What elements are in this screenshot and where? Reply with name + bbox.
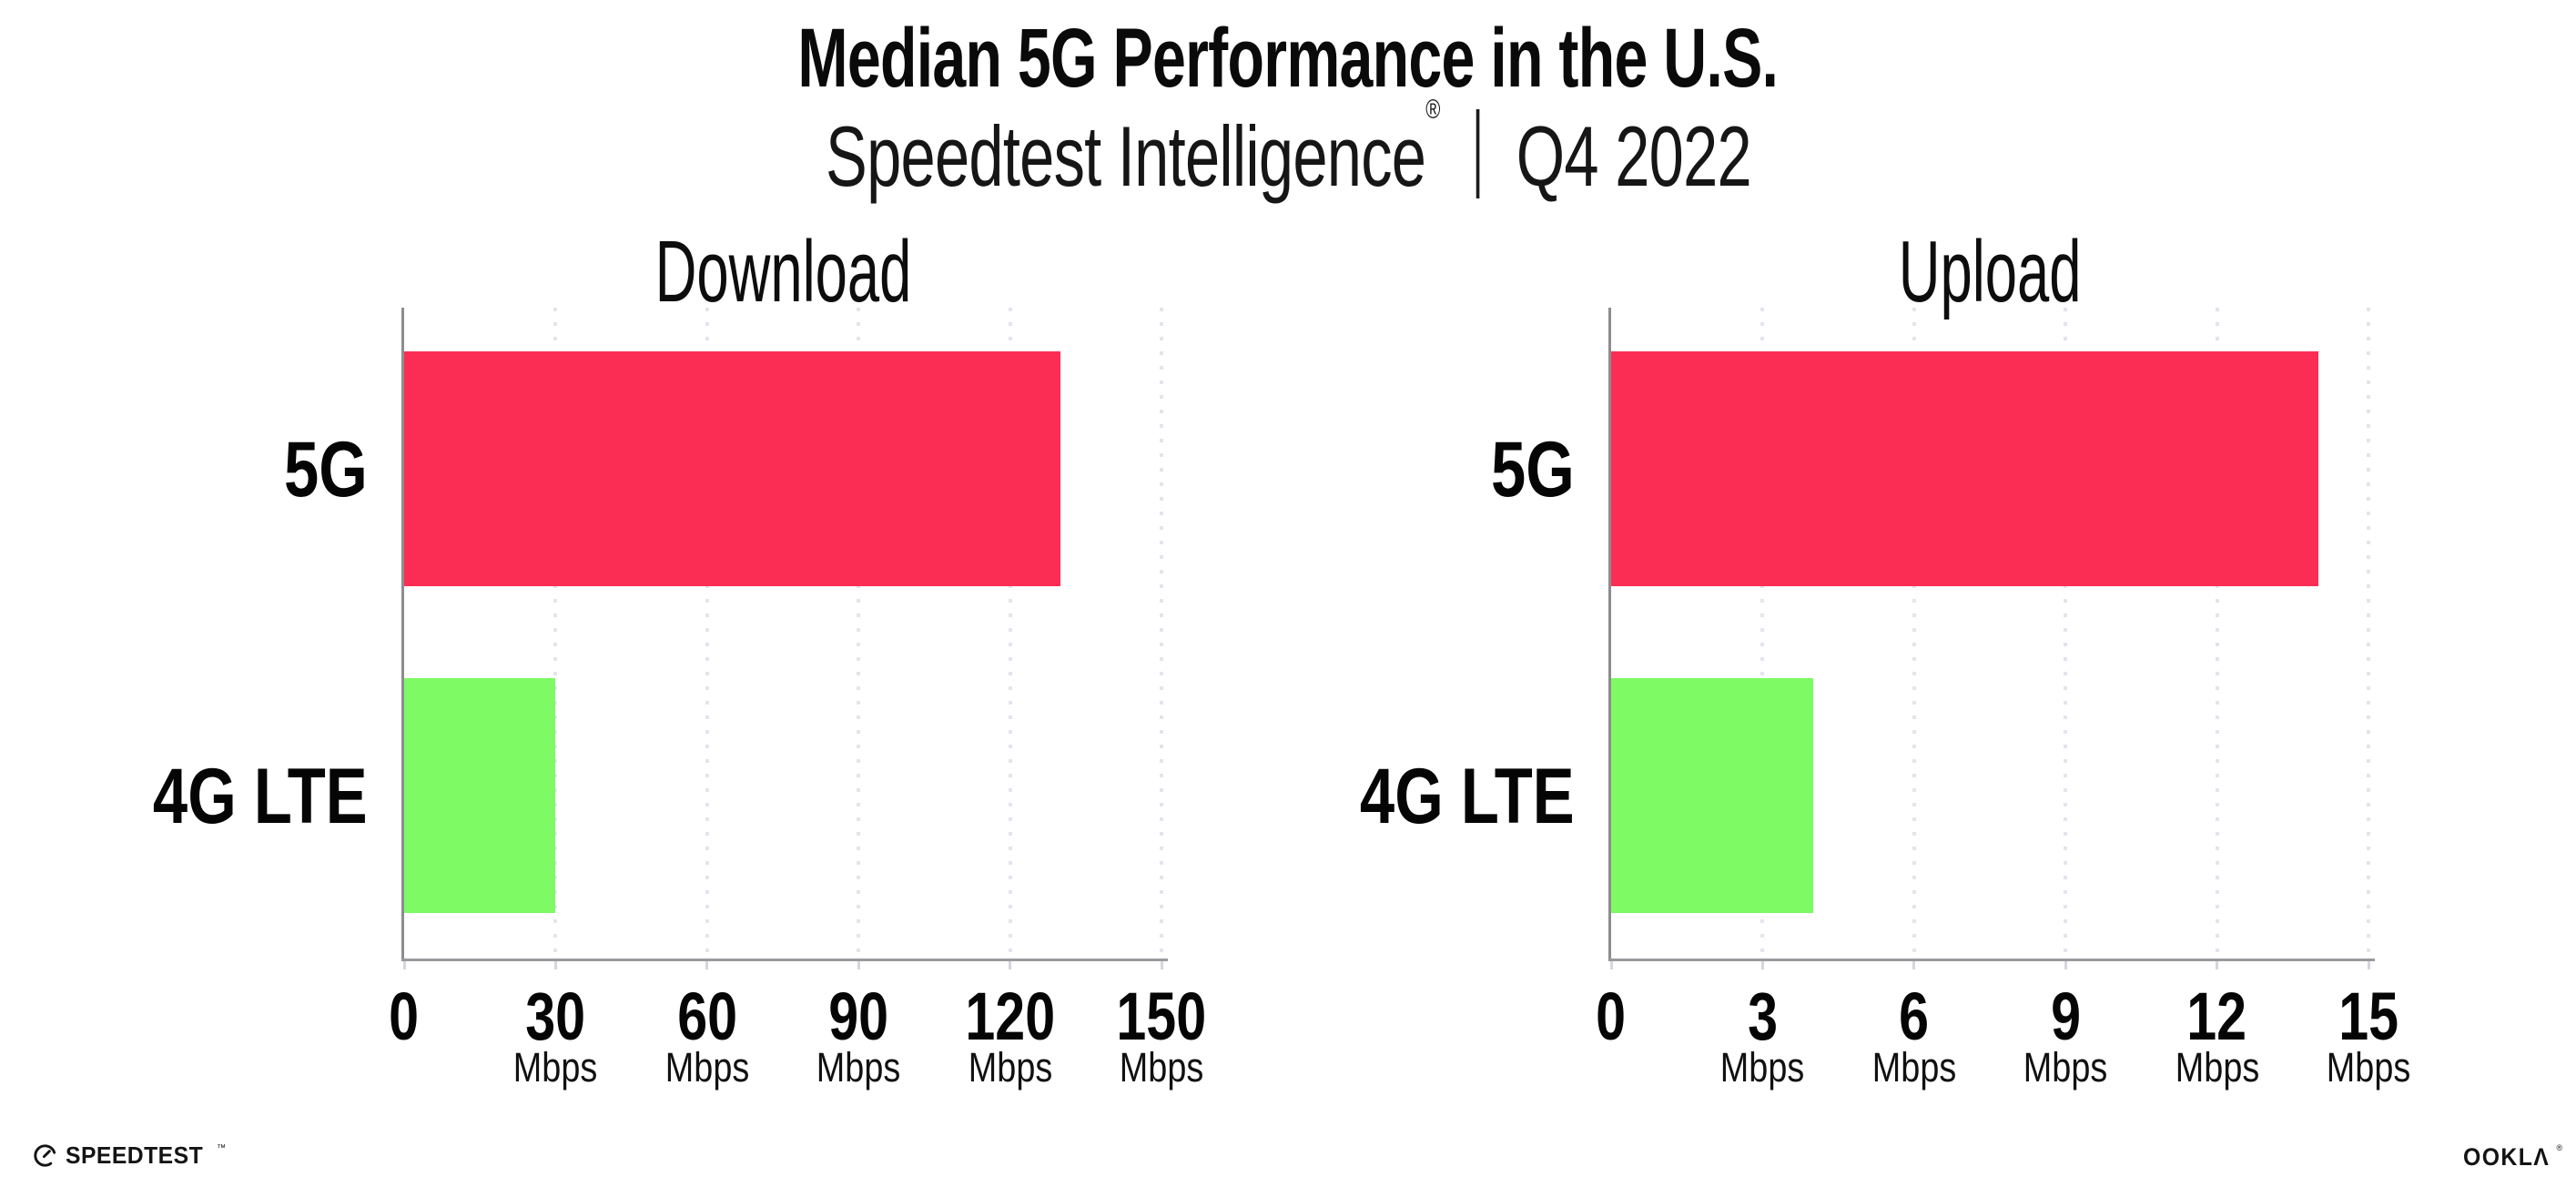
category-label-upload-4g-lte: 4G LTE xyxy=(1360,753,1575,840)
tick-mark xyxy=(2064,961,2067,969)
tick-unit-label: Mbps xyxy=(2326,1044,2411,1090)
gridline-upload-6 xyxy=(1912,308,1916,959)
bar-download-5g xyxy=(404,351,1061,586)
bar-download-4g-lte xyxy=(404,678,556,913)
tick-label-download-120: 120 xyxy=(965,979,1055,1054)
registered-mark: ® xyxy=(1425,94,1440,125)
gridline-upload-12 xyxy=(2215,308,2219,959)
tick-mark xyxy=(1760,961,1764,969)
tick-label-download-150: 150 xyxy=(1116,979,1207,1054)
download-plot-area xyxy=(404,308,1163,959)
tick-unit-label: Mbps xyxy=(2175,1044,2259,1090)
tick-label-upload-3: 3 xyxy=(1747,979,1778,1054)
category-label-download-5g: 5G xyxy=(284,426,368,513)
tick-label-upload-6: 6 xyxy=(1899,979,1930,1054)
upload-chart-title: Upload xyxy=(1898,223,2082,320)
tick-mark xyxy=(1160,961,1163,969)
download-x-axis-line xyxy=(402,959,1168,961)
tick-mark xyxy=(2367,961,2370,969)
download-y-axis-line xyxy=(401,308,404,961)
upload-plot-area xyxy=(1611,308,2370,959)
gridline-download-120 xyxy=(1008,308,1012,959)
tick-unit-label: Mbps xyxy=(513,1044,598,1090)
gridline-upload-3 xyxy=(1760,308,1765,959)
gridline-download-90 xyxy=(857,308,861,959)
subtitle-period: Q4 2022 xyxy=(1516,108,1751,204)
tick-label-upload-0: 0 xyxy=(1596,979,1627,1054)
category-label-upload-5g: 5G xyxy=(1491,426,1575,513)
tick-unit-label: Mbps xyxy=(1720,1044,1805,1090)
upload-y-axis-line xyxy=(1608,308,1611,961)
tick-mark xyxy=(1009,961,1012,969)
subtitle-brand: Speedtest Intelligence xyxy=(825,108,1426,204)
tick-unit-label: Mbps xyxy=(968,1044,1052,1090)
bar-upload-4g-lte xyxy=(1611,678,1813,913)
subtitle-divider xyxy=(1476,109,1480,198)
tick-label-download-60: 60 xyxy=(676,979,737,1054)
tick-mark xyxy=(402,961,406,969)
tick-label-download-90: 90 xyxy=(828,979,889,1054)
tick-mark xyxy=(705,961,709,969)
tick-mark xyxy=(1609,961,1613,969)
tick-label-download-30: 30 xyxy=(525,979,586,1054)
speedtest-logo: SPEEDTEST ™ xyxy=(33,1141,228,1170)
tick-unit-label: Mbps xyxy=(2023,1044,2108,1090)
speedtest-wordmark: SPEEDTEST xyxy=(66,1141,204,1169)
bar-upload-5g xyxy=(1611,351,2318,586)
category-label-download-4g-lte: 4G LTE xyxy=(153,753,368,840)
upload-x-axis-line xyxy=(1609,959,2375,961)
ookla-wordmark: OOKLΛ xyxy=(2463,1143,2551,1171)
tick-label-upload-15: 15 xyxy=(2338,979,2399,1054)
page-subtitle: Speedtest Intelligence® Q4 2022 xyxy=(0,95,2576,206)
gridline-download-150 xyxy=(1160,308,1163,959)
gridline-download-60 xyxy=(705,308,709,959)
trademark-symbol: ™ xyxy=(217,1143,227,1153)
gridline-upload-9 xyxy=(2064,308,2068,959)
tick-unit-label: Mbps xyxy=(1871,1044,1957,1090)
tick-unit-label: Mbps xyxy=(664,1044,750,1090)
page-title: Median 5G Performance in the U.S. xyxy=(0,11,2576,107)
tick-label-download-0: 0 xyxy=(389,979,420,1054)
tick-unit-label: Mbps xyxy=(816,1044,901,1090)
tick-label-upload-12: 12 xyxy=(2186,979,2247,1054)
tick-unit-label: Mbps xyxy=(1119,1044,1204,1090)
tick-mark xyxy=(2216,961,2219,969)
gridline-download-30 xyxy=(553,308,558,959)
ookla-logo: OOKLΛ ® xyxy=(2463,1143,2563,1172)
gridline-upload-15 xyxy=(2367,308,2370,959)
tick-mark xyxy=(1912,961,1916,969)
gauge-icon xyxy=(34,1144,56,1167)
tick-mark xyxy=(857,961,860,969)
page-title-text: Median 5G Performance in the U.S. xyxy=(797,12,1780,105)
tick-label-upload-9: 9 xyxy=(2050,979,2081,1054)
tick-mark xyxy=(553,961,557,969)
registered-symbol: ® xyxy=(2556,1143,2563,1152)
download-chart-title: Download xyxy=(654,223,911,320)
